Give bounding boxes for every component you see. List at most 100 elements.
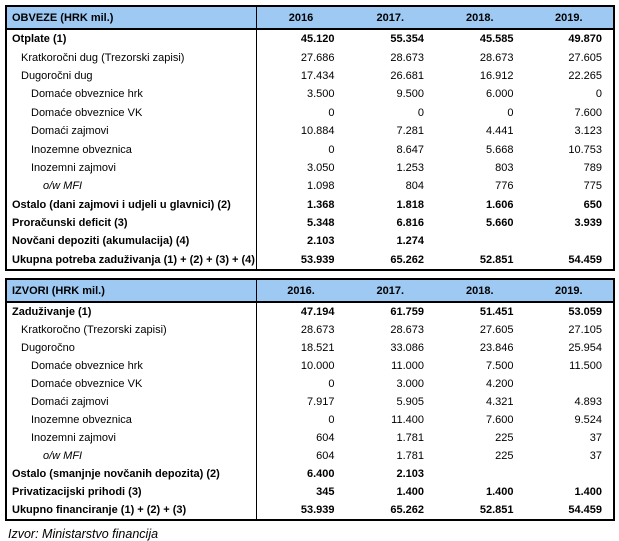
cell-value xyxy=(525,232,615,250)
row-label: Proračunski deficit (3) xyxy=(6,213,257,233)
table-title: OBVEZE (HRK mil.) xyxy=(6,6,257,30)
row-label: Inozemni zajmovi xyxy=(6,429,257,448)
row-label: Inozemni zajmovi xyxy=(6,158,257,178)
cell-value: 52.851 xyxy=(479,504,514,517)
table-row: Privatizacijski prihodi (3) 345 1.400 1.400… xyxy=(6,483,614,502)
cell-value: 7.500 xyxy=(485,360,514,373)
cell-value: 6.816 xyxy=(396,217,424,230)
cell-value: 3.500 xyxy=(306,88,335,101)
cell-value: 8.647 xyxy=(396,143,424,156)
year-column-header: 2016 xyxy=(256,6,346,30)
row-label: Ostalo (smanjnje novčanih depozita) (2) xyxy=(6,465,257,484)
cell-value: 5.660 xyxy=(485,217,514,230)
table-row: Domaće obveznice hrk 3.500 9.500 6.000 0 xyxy=(6,85,614,104)
cell-value: 47.194 xyxy=(300,306,335,319)
cell-value: 1.781 xyxy=(396,432,424,445)
cell-value: 604 xyxy=(316,450,335,463)
year-column-header: 2018. xyxy=(435,279,525,304)
row-label: o/w MFI xyxy=(6,447,257,466)
table-row: Inozemne obveznica 0 8.647 5.668 10.753 xyxy=(6,140,614,159)
table-row: Inozemni zajmovi 3.050 1.253 803 789 xyxy=(6,158,614,178)
cell-value: 4.321 xyxy=(485,396,514,409)
cell-value: 27.686 xyxy=(300,51,335,64)
cell-value: 45.120 xyxy=(300,33,335,46)
cell-value: 18.521 xyxy=(300,342,335,355)
izvori-table-body: Zaduživanje (1) 47.194 61.759 51.451 53.059 K… xyxy=(6,302,615,521)
cell-value: 37 xyxy=(589,450,602,463)
cell-value: 22.265 xyxy=(568,69,602,82)
cell-value: 28.673 xyxy=(300,324,335,337)
table-row: Otplate (1) 45.120 55.354 45.585 49.870 xyxy=(6,29,614,49)
cell-value xyxy=(525,465,615,483)
cell-value: 10.884 xyxy=(300,125,335,138)
header-row: IZVORI (HRK mil.) 2016. 2017. 2018. 2019… xyxy=(6,279,614,304)
cell-value: 4.441 xyxy=(485,125,514,138)
cell-value: 28.673 xyxy=(390,324,424,337)
cell-value: 65.262 xyxy=(390,253,424,266)
cell-value: 45.585 xyxy=(479,33,514,46)
cell-value: 52.851 xyxy=(479,253,514,266)
cell-value: 1.400 xyxy=(396,486,424,499)
year-column-header: 2016. xyxy=(256,279,346,304)
cell-value: 1.606 xyxy=(485,198,514,211)
cell-value: 1.400 xyxy=(485,486,514,499)
table-row: Ostalo (smanjnje novčanih depozita) (2) 6… xyxy=(6,465,615,484)
cell-value: 345 xyxy=(316,486,335,499)
cell-value: 0 xyxy=(328,106,335,119)
cell-value: 61.759 xyxy=(390,306,424,319)
cell-value: 0 xyxy=(328,414,335,427)
year-column-header: 2017. xyxy=(345,6,435,30)
row-label: Ukupno financiranje (1) + (2) + (3) xyxy=(6,501,257,521)
cell-value: 775 xyxy=(583,180,602,193)
cell-value: 51.451 xyxy=(479,306,514,319)
cell-value: 54.459 xyxy=(568,253,602,266)
cell-value: 6.000 xyxy=(485,88,514,101)
cell-value xyxy=(435,465,525,483)
cell-value: 1.781 xyxy=(396,450,424,463)
row-label: Domaće obveznice VK xyxy=(6,103,257,122)
table-row: Dugoročno 18.521 33.086 23.846 25.954 xyxy=(6,339,614,358)
year-column-header: 2019. xyxy=(524,279,614,304)
cell-value: 33.086 xyxy=(390,342,424,355)
cell-value: 225 xyxy=(495,450,514,463)
cell-value: 1.368 xyxy=(306,198,335,211)
table-title: IZVORI (HRK mil.) xyxy=(6,279,257,304)
cell-value: 17.434 xyxy=(300,69,335,82)
obveze-table-body: Otplate (1) 45.120 55.354 45.585 49.870 Kratk… xyxy=(6,29,615,271)
cell-value: 3.050 xyxy=(306,161,335,174)
row-label: Domaći zajmovi xyxy=(6,393,257,412)
row-label: Domaći zajmovi xyxy=(6,121,257,141)
cell-value: 5.905 xyxy=(396,396,424,409)
cell-value: 11.000 xyxy=(391,360,424,373)
table-row: Ostalo (dani zajmovi i udjeli u glavnici… xyxy=(6,195,614,214)
cell-value: 49.870 xyxy=(568,33,602,46)
cell-value: 28.673 xyxy=(390,51,424,64)
cell-value xyxy=(525,375,615,393)
cell-value: 23.846 xyxy=(479,342,514,355)
cell-value: 1.098 xyxy=(306,180,335,193)
table-row: Kratkoročni dug (Trezorski zapisi) 27.686… xyxy=(6,48,614,67)
table-row: Inozemni zajmovi 604 1.781 225 37 xyxy=(6,429,614,448)
cell-value: 650 xyxy=(583,198,602,211)
cell-value: 225 xyxy=(495,432,514,445)
cell-value: 1.818 xyxy=(396,198,424,211)
cell-value: 789 xyxy=(583,161,602,174)
row-label: Inozemne obveznica xyxy=(6,140,257,159)
cell-value: 0 xyxy=(417,106,424,119)
row-label: Kratkoročni dug (Trezorski zapisi) xyxy=(6,48,257,67)
cell-value: 3.000 xyxy=(396,378,424,391)
row-label: Novčani depoziti (akumulacija) (4) xyxy=(6,232,257,251)
cell-value: 5.348 xyxy=(306,217,335,230)
cell-value: 2.103 xyxy=(306,235,335,248)
cell-value: 7.600 xyxy=(574,106,602,119)
table-row: Proračunski deficit (3) 5.348 6.816 5.660 3.… xyxy=(6,213,614,233)
table-row: Domaće obveznice hrk 10.000 11.000 7.500 11.… xyxy=(6,357,614,376)
table-row: Domaći zajmovi 10.884 7.281 4.441 3.123 xyxy=(6,121,614,141)
row-label: Domaće obveznice hrk xyxy=(6,85,257,104)
row-label: o/w MFI xyxy=(6,177,257,196)
cell-value: 6.400 xyxy=(306,468,335,481)
cell-value: 803 xyxy=(495,161,514,174)
cell-value: 25.954 xyxy=(568,342,602,355)
table-row: o/w MFI 604 1.781 225 37 xyxy=(6,447,614,466)
cell-value: 3.939 xyxy=(574,217,602,230)
